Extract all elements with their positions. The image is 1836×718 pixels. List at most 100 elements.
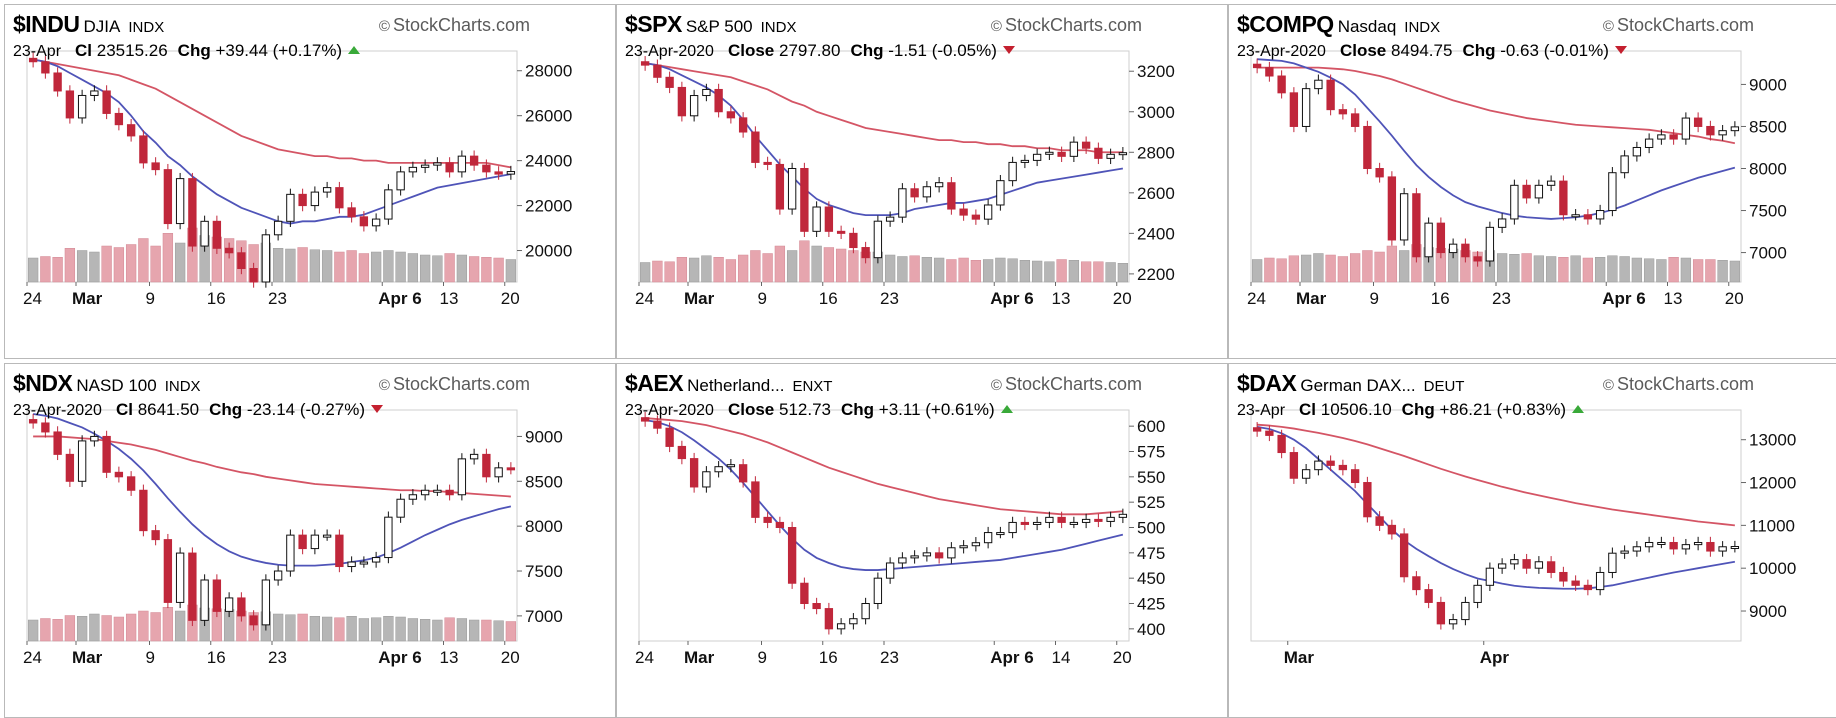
- candle-body: [738, 464, 748, 483]
- chart-panel-spx[interactable]: 2200 2400 2600 2800 3000 3200 24 Mar 9 16 23 Apr 6 1…: [616, 4, 1228, 359]
- volume-bar: [432, 255, 443, 283]
- candle-body: [77, 440, 87, 482]
- volume-bar: [1093, 261, 1104, 283]
- volume-bar: [982, 259, 994, 283]
- volume-bar: [505, 621, 517, 642]
- y-tick-label: 24000: [525, 152, 572, 171]
- brand[interactable]: © StockCharts.com: [379, 374, 530, 395]
- candle-body: [494, 171, 503, 175]
- volume-bar: [713, 257, 724, 283]
- volume-bar: [1386, 245, 1398, 283]
- candle-body: [28, 57, 38, 63]
- candle-body: [1473, 256, 1482, 262]
- candle-body: [359, 561, 369, 565]
- change-label: Chg: [177, 41, 211, 60]
- candle-body: [261, 579, 271, 626]
- x-tick-label: 23: [268, 648, 287, 667]
- candle-body: [408, 166, 418, 173]
- candle-body: [396, 171, 405, 191]
- chart-panel-aex[interactable]: 400 425 450 475 500 525 550 575 600 24 Mar 9 16 23 Apr…: [616, 363, 1228, 718]
- x-tick-label: Apr 6: [990, 648, 1033, 667]
- candle-body: [702, 88, 711, 97]
- volume-bar: [358, 253, 370, 283]
- moving-average-long: [645, 417, 1123, 516]
- chart-panel-ndx[interactable]: 7000 7500 8000 8500 9000 24 Mar 9 16 23 Apr 6 13 20 …: [4, 363, 616, 718]
- candle-body: [482, 164, 491, 173]
- volume-bar: [468, 256, 480, 283]
- candle-body: [249, 268, 258, 283]
- candle-body: [273, 220, 283, 236]
- y-tick-label: 575: [1137, 442, 1165, 461]
- volume-bar: [884, 254, 896, 283]
- volume-bar: [321, 250, 333, 283]
- candle-body: [1510, 184, 1519, 220]
- candle-body: [1706, 125, 1715, 136]
- candle-body: [420, 164, 430, 168]
- volume-bar: [113, 247, 125, 283]
- y-tick-label: 9000: [1749, 602, 1787, 621]
- change-value: +39.44 (+0.17%): [215, 41, 343, 60]
- volume-bar: [89, 251, 100, 283]
- y-tick-label: 26000: [525, 107, 572, 126]
- volume-bar: [676, 257, 688, 283]
- moving-average-short: [32, 413, 512, 567]
- index-name: German DAX...: [1300, 376, 1416, 395]
- candle-body: [1045, 151, 1054, 155]
- volume-bar: [358, 618, 370, 642]
- brand[interactable]: © StockCharts.com: [379, 15, 530, 36]
- candle-body: [1448, 619, 1458, 625]
- volume-bar: [456, 618, 468, 642]
- candle-body: [298, 534, 307, 550]
- volume-bar: [334, 617, 345, 642]
- volume-bar: [1705, 259, 1716, 283]
- x-tick-label: 9: [758, 648, 767, 667]
- quote-line: 23-Apr-2020 Close 512.73 Chg +3.11 (+0.61%…: [625, 400, 1013, 420]
- candle-body: [1608, 552, 1617, 573]
- candle-body: [1301, 469, 1311, 479]
- symbol: $DAX: [1237, 370, 1297, 396]
- x-tick-label: Mar: [72, 289, 103, 308]
- candle-body: [1485, 567, 1495, 586]
- volume-bar: [64, 248, 76, 283]
- brand[interactable]: © StockCharts.com: [1603, 15, 1754, 36]
- candle-body: [1583, 584, 1593, 591]
- chart-panel-compq[interactable]: 7000 7500 8000 8500 9000 24 Mar 9 16 23 Apr 6 13 20 …: [1228, 4, 1836, 359]
- quote-line: 23-Apr-2020 Close 2797.80 Chg -1.51 (-0.05…: [625, 41, 1015, 61]
- x-tick-label: 13: [1052, 289, 1071, 308]
- volume-bar: [970, 260, 982, 283]
- candle-body: [849, 232, 858, 249]
- candle-body: [1375, 516, 1384, 526]
- volume-bar: [664, 261, 675, 283]
- candle-body: [763, 516, 772, 523]
- candle-body: [212, 220, 222, 249]
- x-tick-label: Mar: [684, 289, 715, 308]
- chart-panel-dax[interactable]: 9000 10000 11000 12000 13000 Mar Apr $DAX Germa…: [1228, 363, 1836, 718]
- candle-body: [1644, 541, 1654, 548]
- candle-body: [114, 471, 124, 478]
- candle-body: [347, 561, 356, 568]
- y-tick-label: 2400: [1137, 224, 1175, 243]
- candle-body: [1277, 75, 1286, 94]
- volume-bar: [138, 610, 149, 642]
- chart-panel-indu[interactable]: 20000 22000 24000 26000 28000 24 Mar 9 16 23 Apr 6…: [4, 4, 616, 359]
- candle-body: [1424, 222, 1433, 258]
- candle-body: [469, 453, 479, 460]
- candle-body: [800, 168, 809, 232]
- candle-body: [1069, 521, 1079, 525]
- candle-body: [996, 180, 1005, 206]
- close-label: Cl: [1299, 400, 1317, 419]
- candle-body: [1595, 571, 1605, 591]
- y-tick-label: 12000: [1749, 474, 1796, 493]
- change-label: Chg: [1462, 41, 1496, 60]
- brand[interactable]: © StockCharts.com: [1603, 374, 1754, 395]
- y-tick-label: 7000: [1749, 244, 1787, 263]
- chart-header: $INDU DJIA INDX: [13, 11, 164, 37]
- close-label: Cl: [115, 400, 133, 419]
- y-tick-label: 2200: [1137, 265, 1175, 284]
- volume-bar: [125, 244, 137, 283]
- volume-bar: [64, 615, 76, 642]
- quote-date: 23-Apr-2020: [1237, 43, 1326, 60]
- brand[interactable]: © StockCharts.com: [991, 374, 1142, 395]
- brand[interactable]: © StockCharts.com: [991, 15, 1142, 36]
- brand-label: StockCharts.com: [1004, 15, 1142, 35]
